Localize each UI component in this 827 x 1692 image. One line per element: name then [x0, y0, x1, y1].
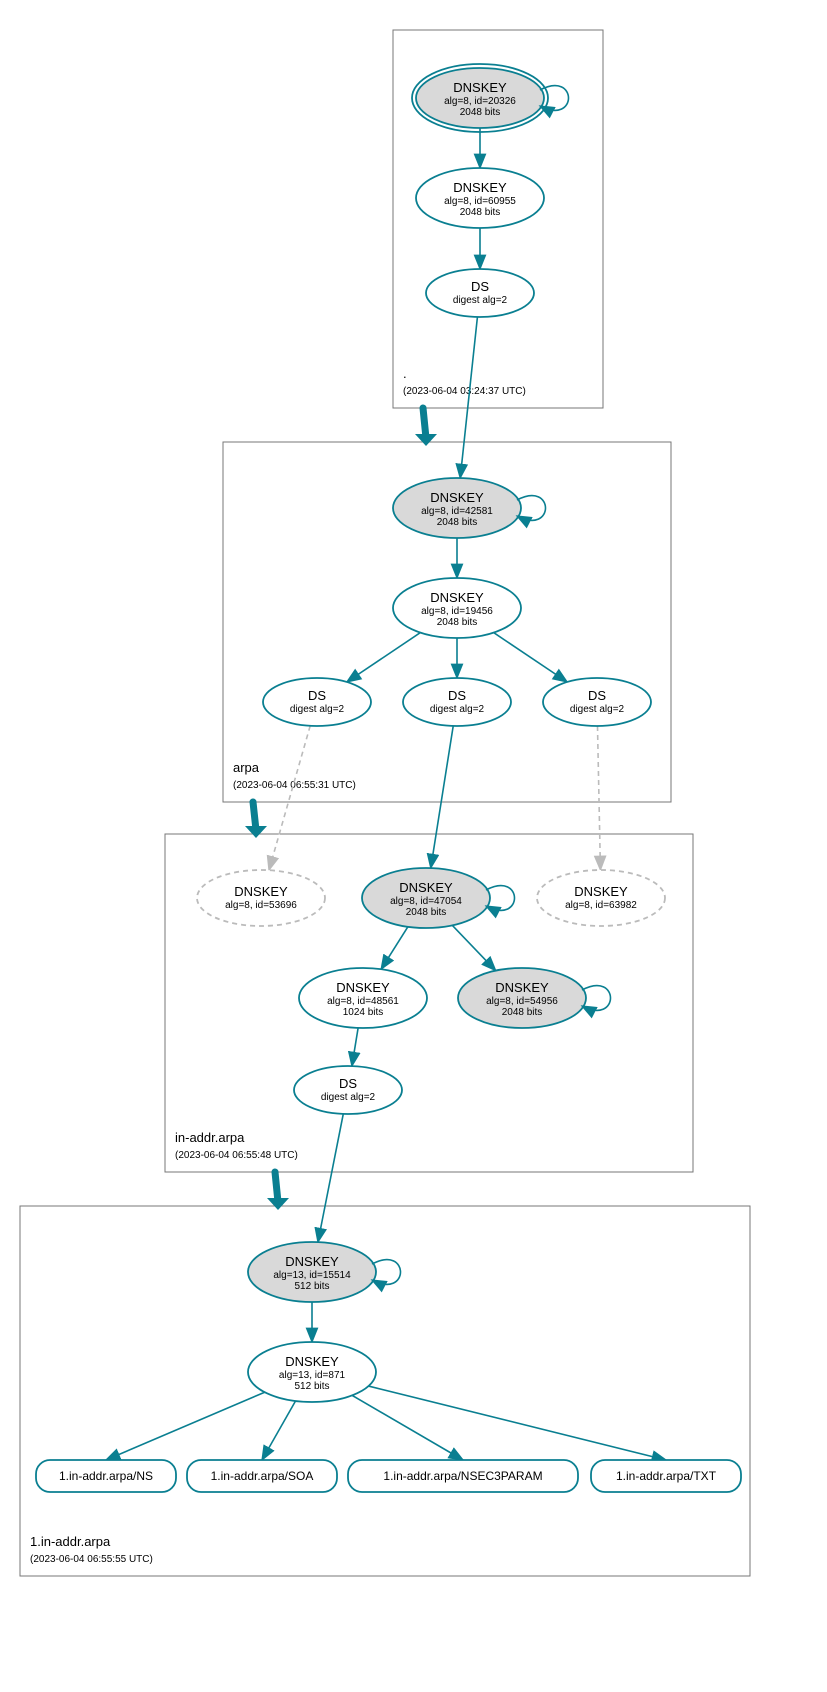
node-detail: alg=13, id=15514 — [273, 1270, 351, 1281]
node-detail: alg=8, id=42581 — [421, 506, 493, 517]
zone-label: . — [403, 366, 407, 381]
edge — [318, 1114, 343, 1242]
edge — [597, 726, 600, 870]
zone-label: 1.in-addr.arpa — [30, 1534, 111, 1549]
zone-delegation-arrow — [253, 802, 256, 830]
node-detail: alg=8, id=19456 — [421, 606, 493, 617]
node-title: DS — [588, 688, 606, 703]
edge — [460, 317, 477, 478]
node-detail: alg=8, id=54956 — [486, 996, 558, 1007]
node-detail: alg=8, id=48561 — [327, 996, 399, 1007]
node-detail: alg=8, id=47054 — [390, 896, 462, 907]
node-title: DNSKEY — [234, 884, 288, 899]
node-detail: 2048 bits — [437, 517, 478, 528]
zone-label: in-addr.arpa — [175, 1130, 245, 1145]
node-title: DNSKEY — [285, 1354, 339, 1369]
edge — [452, 925, 495, 970]
edge — [431, 726, 453, 868]
edge — [494, 633, 568, 682]
node-detail: 2048 bits — [460, 207, 501, 218]
zone-timestamp: (2023-06-04 03:24:37 UTC) — [403, 386, 526, 397]
node-detail: alg=13, id=871 — [279, 1370, 346, 1381]
node-title: DNSKEY — [430, 490, 484, 505]
edge — [269, 726, 310, 870]
node-title: DNSKEY — [495, 980, 549, 995]
zone-timestamp: (2023-06-04 06:55:48 UTC) — [175, 1150, 298, 1161]
zone-label: arpa — [233, 760, 260, 775]
node-title: DNSKEY — [574, 884, 628, 899]
edge — [381, 927, 408, 969]
edge — [369, 1386, 666, 1460]
edge — [106, 1392, 265, 1460]
node-detail: digest alg=2 — [321, 1092, 376, 1103]
node-detail: 2048 bits — [437, 617, 478, 628]
edge — [262, 1401, 296, 1460]
zone-timestamp: (2023-06-04 06:55:55 UTC) — [30, 1554, 153, 1565]
node-detail: 512 bits — [294, 1381, 329, 1392]
node-title: DS — [308, 688, 326, 703]
node-detail: alg=8, id=60955 — [444, 196, 516, 207]
edge — [347, 633, 421, 682]
zone-delegation-arrow — [423, 408, 426, 438]
rr-label: 1.in-addr.arpa/NSEC3PARAM — [383, 1469, 542, 1483]
node-detail: 512 bits — [294, 1281, 329, 1292]
node-detail: 2048 bits — [502, 1007, 543, 1018]
dnssec-diagram: . (2023-06-04 03:24:37 UTC) arpa (2023-06-0… — [0, 0, 827, 1692]
node-detail: 2048 bits — [460, 107, 501, 118]
node-title: DNSKEY — [453, 180, 507, 195]
node-title: DS — [339, 1076, 357, 1091]
node-title: DNSKEY — [430, 590, 484, 605]
node-detail: alg=8, id=20326 — [444, 96, 516, 107]
node-detail: 1024 bits — [343, 1007, 384, 1018]
rr-label: 1.in-addr.arpa/NS — [59, 1469, 153, 1483]
node-title: DS — [448, 688, 466, 703]
node-title: DNSKEY — [336, 980, 390, 995]
node-title: DS — [471, 279, 489, 294]
edge — [352, 1028, 358, 1066]
rr-label: 1.in-addr.arpa/SOA — [211, 1469, 314, 1483]
node-detail: alg=8, id=63982 — [565, 900, 637, 911]
node-detail: 2048 bits — [406, 907, 447, 918]
node-detail: digest alg=2 — [453, 295, 508, 306]
zone-one — [20, 1206, 750, 1576]
node-detail: alg=8, id=53696 — [225, 900, 297, 911]
rr-label: 1.in-addr.arpa/TXT — [616, 1469, 717, 1483]
zone-delegation-arrow — [275, 1172, 278, 1202]
node-detail: digest alg=2 — [290, 704, 345, 715]
node-detail: digest alg=2 — [430, 704, 485, 715]
node-title: DNSKEY — [453, 80, 507, 95]
node-detail: digest alg=2 — [570, 704, 625, 715]
node-title: DNSKEY — [399, 880, 453, 895]
node-title: DNSKEY — [285, 1254, 339, 1269]
